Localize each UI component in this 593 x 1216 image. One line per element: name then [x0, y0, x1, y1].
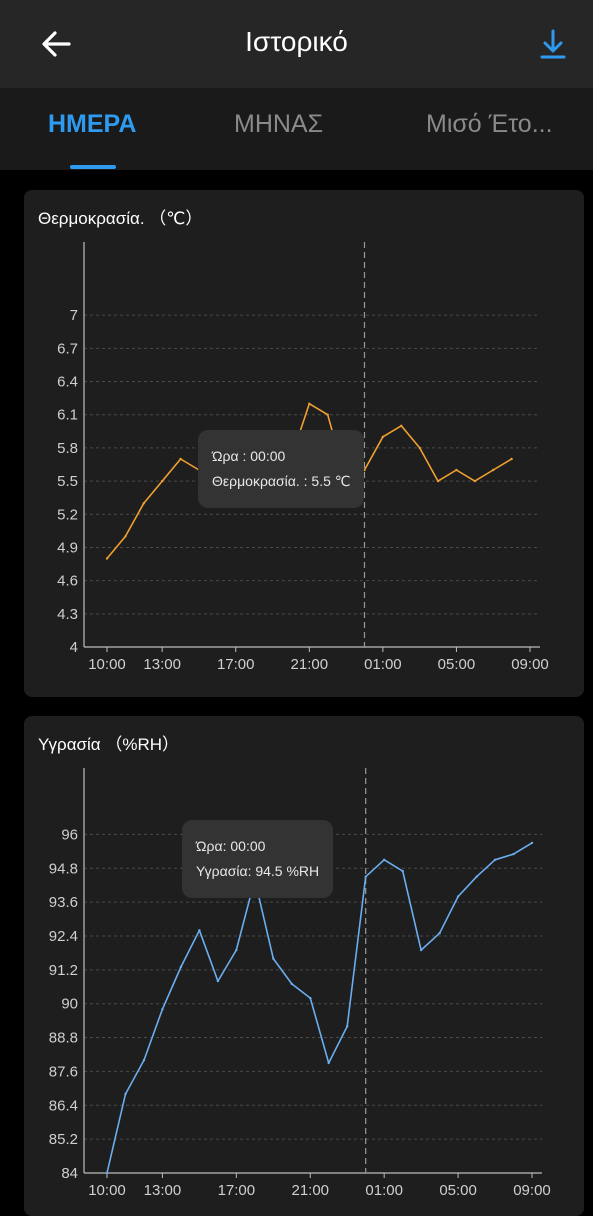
- humidity-data-point: [309, 996, 312, 1000]
- humidity-y-tick-label: 85.2: [49, 1131, 78, 1148]
- temperature-tooltip: Ώρα : 00:00 Θερμοκρασία. : 5.5 ℃: [198, 430, 365, 508]
- humidity-y-tick-label: 86.4: [49, 1097, 78, 1114]
- humidity-data-point: [179, 965, 183, 969]
- active-tab-indicator: [70, 165, 116, 169]
- temperature-y-tick-label: 5.8: [57, 440, 78, 457]
- temperature-y-tick-label: 7: [70, 307, 78, 324]
- temperature-x-tick-label: 21:00: [291, 656, 329, 673]
- humidity-tooltip-value: Υγρασία: 94.5 %RH: [196, 863, 320, 879]
- humidity-y-tick-label: 87.6: [49, 1063, 78, 1080]
- temperature-y-tick-label: 4: [70, 639, 78, 656]
- temperature-y-tick-label: 5.5: [57, 473, 78, 490]
- temperature-tooltip-value: Θερμοκρασία. : 5.5 ℃: [212, 473, 351, 489]
- humidity-y-tick-label: 96: [61, 826, 78, 843]
- humidity-chart-card: Υγρασία （%RH） 84 85.2 86.4 87.6 88.8 90 91.2 92…: [24, 716, 584, 1216]
- humidity-data-point: [364, 875, 367, 878]
- temperature-chart-title: Θερμοκρασία. （℃）: [38, 209, 203, 228]
- humidity-x-tick-label: 17:00: [218, 1182, 256, 1199]
- humidity-data-point: [198, 929, 201, 932]
- humidity-data-point: [272, 957, 275, 960]
- humidity-series-line: [106, 842, 533, 1174]
- temperature-data-point: [492, 468, 495, 472]
- humidity-data-point: [216, 979, 220, 983]
- temperature-y-tick-label: 4.9: [57, 539, 78, 556]
- temperature-data-point: [124, 535, 127, 538]
- temperature-y-tick-label: 6.7: [57, 340, 78, 357]
- humidity-data-point: [346, 1025, 349, 1028]
- humidity-x-tick-label: 05:00: [439, 1182, 477, 1199]
- temperature-data-point: [142, 502, 145, 505]
- temperature-x-tick-label: 05:00: [438, 656, 476, 673]
- tab-bar: ΗΜΕΡΑ ΜΗΝΑΣ Μισό Έτο...: [0, 88, 593, 170]
- app-bar: Ιστορικό: [0, 0, 593, 88]
- tab-half-year[interactable]: Μισό Έτο...: [426, 110, 553, 138]
- temperature-y-tick-label: 6.4: [57, 374, 78, 391]
- download-icon: [540, 29, 566, 59]
- humidity-data-point: [493, 858, 497, 861]
- humidity-data-point: [383, 858, 386, 861]
- temperature-x-tick-label: 10:00: [88, 656, 126, 673]
- humidity-x-tick-label: 01:00: [365, 1182, 403, 1199]
- tab-month[interactable]: ΜΗΝΑΣ: [234, 110, 324, 138]
- temperature-x-tick-label: 13:00: [143, 656, 181, 673]
- humidity-data-point: [512, 852, 515, 856]
- temperature-data-point: [436, 479, 440, 483]
- download-button[interactable]: [534, 26, 572, 64]
- humidity-data-point: [419, 948, 423, 952]
- humidity-data-point: [530, 841, 534, 845]
- temperature-y-tick-label: 6.1: [57, 407, 78, 424]
- temperature-data-point: [418, 446, 421, 450]
- humidity-data-point: [105, 1171, 109, 1175]
- temperature-data-point: [510, 457, 513, 461]
- temperature-data-point: [179, 457, 182, 461]
- temperature-data-point: [161, 479, 164, 483]
- humidity-data-point: [456, 895, 460, 898]
- temperature-x-tick-label: 01:00: [364, 656, 402, 673]
- humidity-data-point: [438, 932, 441, 935]
- humidity-data-point: [235, 948, 238, 952]
- temperature-data-point: [105, 557, 109, 560]
- temperature-y-tick-label: 4.3: [57, 606, 78, 623]
- humidity-y-tick-label: 90: [61, 996, 78, 1013]
- temperature-chart-card: Θερμοκρασία. （℃） 4 4.3 4.6 4.9 5.2 5.5 5.8 6.1 6…: [24, 190, 584, 697]
- back-button[interactable]: [36, 24, 76, 64]
- humidity-y-tick-label: 91.2: [49, 962, 78, 979]
- humidity-data-point: [327, 1061, 330, 1065]
- temperature-data-point: [473, 479, 476, 483]
- humidity-x-tick-label: 10:00: [88, 1182, 126, 1199]
- humidity-data-point: [124, 1092, 127, 1096]
- temperature-data-point: [308, 402, 311, 405]
- tab-day[interactable]: ΗΜΕΡΑ: [48, 110, 137, 138]
- temperature-data-point: [381, 435, 385, 438]
- humidity-y-tick-label: 88.8: [49, 1030, 78, 1047]
- temperature-data-point: [326, 413, 329, 416]
- humidity-data-point: [161, 1008, 164, 1011]
- humidity-data-point: [401, 869, 404, 873]
- humidity-data-point: [290, 982, 293, 986]
- temperature-y-tick-label: 5.2: [57, 506, 78, 523]
- humidity-y-tick-label: 84: [61, 1165, 78, 1182]
- humidity-x-tick-label: 21:00: [291, 1182, 329, 1199]
- arrow-left-icon: [42, 31, 71, 57]
- humidity-y-tick-label: 94.8: [49, 860, 78, 877]
- humidity-y-tick-label: 93.6: [49, 894, 78, 911]
- humidity-data-point: [475, 875, 478, 878]
- temperature-data-point: [400, 424, 403, 427]
- temperature-y-tick-label: 4.6: [57, 573, 78, 590]
- humidity-x-tick-label: 09:00: [513, 1182, 551, 1199]
- temperature-tooltip-time: Ώρα : 00:00: [212, 448, 286, 464]
- humidity-chart[interactable]: 84 85.2 86.4 87.6 88.8 90 91.2 92.4 93.6 94.8 96 10…: [24, 716, 584, 1216]
- temperature-x-tick-label: 09:00: [511, 656, 549, 673]
- humidity-data-point: [142, 1058, 146, 1062]
- temperature-x-tick-label: 17:00: [217, 656, 255, 673]
- humidity-x-tick-label: 13:00: [144, 1182, 182, 1199]
- humidity-y-tick-label: 92.4: [49, 928, 78, 945]
- humidity-tooltip: Ώρα: 00:00 Υγρασία: 94.5 %RH: [182, 820, 334, 898]
- temperature-data-point: [455, 468, 458, 472]
- humidity-tooltip-time: Ώρα: 00:00: [196, 838, 266, 854]
- humidity-chart-title: Υγρασία （%RH）: [38, 735, 180, 754]
- page-title: Ιστορικό: [245, 26, 348, 57]
